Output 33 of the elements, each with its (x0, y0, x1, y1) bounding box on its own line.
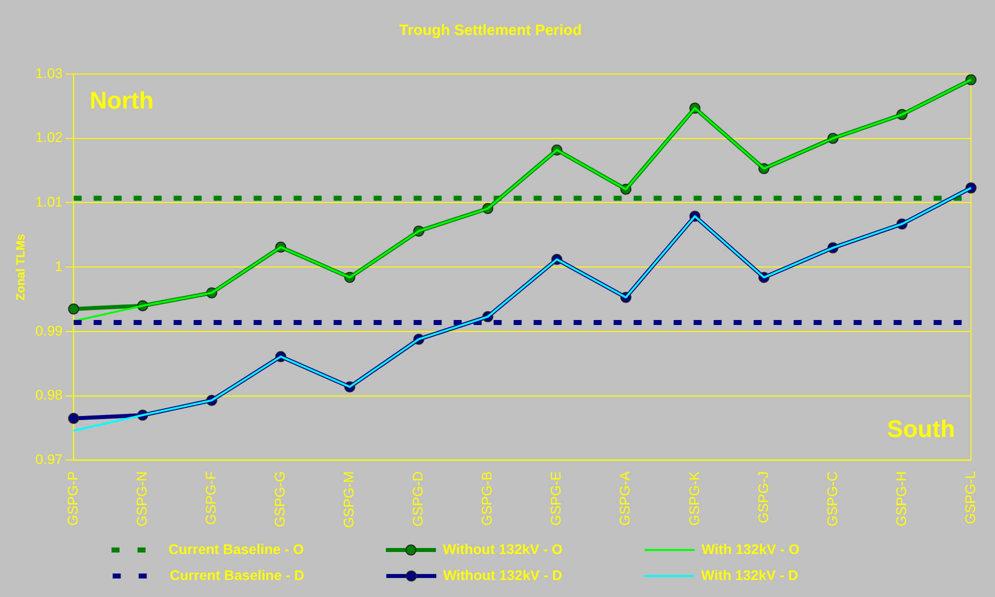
x-tick-label: GSPG-D (410, 471, 426, 526)
y-tick-label: 0.97 (35, 451, 63, 468)
x-tick-label: GSPG-M (340, 471, 357, 528)
x-tick-label: GSPG-J (754, 471, 771, 524)
y-tick-label: 1.01 (35, 194, 63, 210)
x-tick-label: GSPG-L (962, 471, 978, 524)
x-tick-label: GSPG-A (616, 470, 633, 526)
annotation: North (90, 88, 154, 115)
x-tick-label: GSPG-G (272, 471, 288, 528)
x-tick-label: GSPG-N (134, 471, 150, 526)
legend-label: Without 132kV - O (442, 540, 633, 557)
legend-label: With 132kV - O (702, 540, 870, 557)
y-tick-label: 1.03 (35, 64, 63, 81)
x-tick-label: GSPG-B (478, 471, 495, 526)
chart-title: Trough Settlement Period (399, 22, 582, 40)
x-tick-label: GSPG-H (892, 471, 909, 526)
point (68, 303, 80, 314)
y-tick-label: 1 (54, 258, 63, 274)
legend-label: Current Baseline - O (168, 540, 374, 557)
legend-label: Current Baseline - D (170, 566, 374, 583)
x-tick-label: GSPG-P (64, 471, 81, 526)
y-tick-label: 0.99 (35, 322, 63, 338)
x-tick-label: GSPG-F (202, 471, 219, 525)
legend-label: With 132kV - D (701, 566, 868, 583)
y-tick-label: 1.02 (35, 129, 63, 146)
y-tick-label: 0.98 (35, 386, 63, 403)
annotation: South (887, 416, 955, 443)
x-tick-label: GSPG-C (824, 471, 840, 526)
legend-label: Without 132kV - D (443, 566, 632, 583)
x-tick-label: GSPG-E (548, 471, 564, 526)
point (68, 412, 80, 424)
y-axis-title: Zonal TLMs (14, 233, 28, 300)
x-tick-label: GSPG-K (686, 470, 702, 526)
